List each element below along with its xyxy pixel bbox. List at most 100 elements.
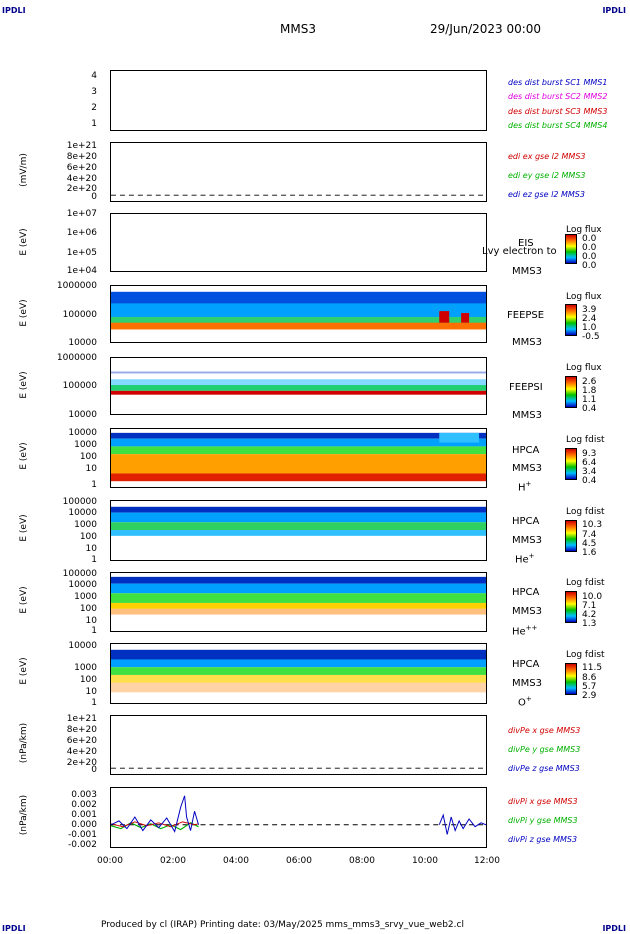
species-charge: + (525, 695, 532, 703)
panel-divpe-ytick: 0 (91, 765, 97, 775)
legend-sc3: des dist burst SC3 MMS3 (508, 107, 608, 116)
legend-divpe-y: divPe y gse MMS3 (508, 745, 581, 754)
panel-edi-ylabel: (mV/m) (19, 153, 29, 187)
panel-eis-colorbar (565, 234, 577, 264)
panel-hpca-he1-ytick: 10000 (68, 508, 97, 518)
panel-divpi-ytick: -0.002 (67, 840, 97, 850)
panel-hpca-he2-colorbar (565, 591, 577, 623)
panel-feepsi (110, 357, 487, 415)
panel-hpca-he1-ytick: 100 (79, 532, 97, 542)
panel-hpca-h-ytick: 100 (79, 452, 97, 462)
panel-hpca-he2-sc: MMS3 (512, 606, 542, 617)
panel-edi-ytick: 6e+20 (66, 163, 97, 173)
panel-eis-overlay: Lvy electron to (482, 246, 557, 257)
panel-hpca-o-ytick: 10 (85, 687, 97, 697)
panel-feepsi-ylabel: E (eV) (19, 371, 29, 399)
species-charge: + (528, 552, 535, 560)
panel-feepsi-cbar-val: 1.1 (582, 395, 597, 405)
panel-hpca-o-ytick: 1000 (74, 663, 97, 673)
panel-burst (110, 70, 487, 131)
panel-hpca-o-ytick: 1 (91, 698, 97, 708)
panel-burst-ytick: 2 (91, 103, 97, 113)
panel-hpca-he1-sc: MMS3 (512, 535, 542, 546)
species-charge: ++ (525, 624, 538, 632)
legend-divpi-x: divPi x gse MMS3 (508, 797, 578, 806)
panel-eis-ytick: 1e+06 (66, 228, 97, 238)
panel-hpca-h-instrument: HPCA (512, 445, 540, 456)
panel-hpca-h-cbar-title: Log fdist (566, 435, 605, 445)
panel-edi-ytick: 8e+20 (66, 152, 97, 162)
corner-label-bl: IPDLI (2, 924, 26, 933)
legend-sc1: des dist burst SC1 MMS1 (508, 78, 608, 87)
panel-divpe-ylabel: (nPa/km) (19, 722, 29, 764)
panel-divpe-ytick: 6e+20 (66, 736, 97, 746)
panel-divpe (110, 715, 487, 775)
panel-hpca-he2-ytick: 10 (85, 616, 97, 626)
panel-hpca-he1-species: He+ (515, 552, 535, 565)
panel-hpca-o-ytick: 100 (79, 675, 97, 685)
panel-feepsi-instrument: FEEPSI (509, 382, 543, 393)
panel-hpca-he1-ytick: 1000 (74, 520, 97, 530)
legend-divpe-z: divPe z gse MMS3 (508, 764, 580, 773)
panel-hpca-h-ytick: 10 (85, 464, 97, 474)
panel-hpca-o-instrument: HPCA (512, 659, 540, 670)
panel-hpca-h-colorbar (565, 448, 577, 480)
panel-hpca-he1 (110, 500, 487, 561)
panel-feepsi-cbar-val: 2.6 (582, 377, 597, 387)
panel-hpca-he2-cbar-val: 1.3 (582, 619, 597, 629)
panel-hpca-he1-cbar-title: Log fdist (566, 507, 605, 517)
panel-hpca-he2-ytick: 10000 (68, 580, 97, 590)
panel-hpca-h-cbar-val: 9.3 (582, 449, 597, 459)
panel-feepsi-ytick: 1000000 (56, 353, 97, 363)
panel-feepse-ytick: 10000 (68, 338, 97, 348)
panel-eis-cbar-val: 0.0 (582, 252, 597, 262)
panel-hpca-o-ylabel: E (eV) (19, 657, 29, 685)
panel-eis (110, 213, 487, 272)
panel-hpca-o-sc: MMS3 (512, 678, 542, 689)
panel-eis-ylabel: E (eV) (19, 228, 29, 256)
panel-hpca-he2 (110, 572, 487, 632)
panel-hpca-o-cbar-title: Log fdist (566, 650, 605, 660)
x-tick: 00:00 (97, 856, 123, 866)
panel-divpi-ytick: -0.001 (67, 830, 97, 840)
panel-hpca-he1-instrument: HPCA (512, 516, 540, 527)
x-tick: 06:00 (286, 856, 312, 866)
panel-hpca-he1-cbar-val: 10.3 (582, 520, 603, 530)
x-tick: 10:00 (412, 856, 438, 866)
legend-edi-y: edi ey gse l2 MMS3 (508, 171, 586, 180)
panel-hpca-h-cbar-val: 0.4 (582, 476, 597, 486)
page-date: 29/Jun/2023 00:00 (430, 22, 542, 36)
x-tick: 02:00 (160, 856, 186, 866)
panel-hpca-h (110, 428, 487, 488)
panel-eis-instrument: EIS (518, 238, 534, 249)
panel-hpca-h-ytick: 10000 (68, 428, 97, 438)
panel-feepse-ytick: 100000 (62, 310, 97, 320)
legend-divpi-z: divPi z gse MMS3 (508, 835, 578, 844)
legend-sc2: des dist burst SC2 MMS2 (508, 92, 608, 101)
panel-feepse-ylabel: E (eV) (19, 299, 29, 327)
page-title: MMS3 (280, 22, 316, 36)
panel-hpca-o-colorbar (565, 663, 577, 695)
panel-eis-ytick: 1e+05 (66, 248, 97, 258)
panel-edi-ytick: 2e+20 (66, 184, 97, 194)
panel-feepsi-ytick: 10000 (68, 410, 97, 420)
panel-divpi-ylabel: (nPa/km) (19, 794, 29, 836)
species-label: H (518, 482, 526, 494)
corner-label-tr: IPDLI (602, 6, 626, 15)
panel-feepsi-sc: MMS3 (512, 410, 542, 421)
legend-edi-x: edi ex gse l2 MMS3 (508, 152, 586, 161)
legend-sc4: des dist burst SC4 MMS4 (508, 121, 608, 130)
panel-edi-ytick: 4e+20 (66, 174, 97, 184)
panel-hpca-he2-cbar-val: 4.2 (582, 610, 597, 620)
species-charge: + (525, 480, 532, 488)
panel-feepse-ytick: 1000000 (56, 281, 97, 291)
panel-divpi-ytick: 0.000 (71, 820, 97, 830)
legend-divpi-y: divPi y gse MMS3 (508, 816, 578, 825)
panel-divpe-ytick: 8e+20 (66, 725, 97, 735)
panel-hpca-he2-species: He++ (512, 624, 537, 637)
panel-feepse-cbar-val: 2.4 (582, 314, 597, 324)
panel-divpi-ytick: 0.002 (71, 800, 97, 810)
panel-hpca-he2-ytick: 100000 (62, 569, 97, 579)
species-label: He (515, 554, 529, 566)
panel-hpca-he2-ytick: 100 (79, 604, 97, 614)
